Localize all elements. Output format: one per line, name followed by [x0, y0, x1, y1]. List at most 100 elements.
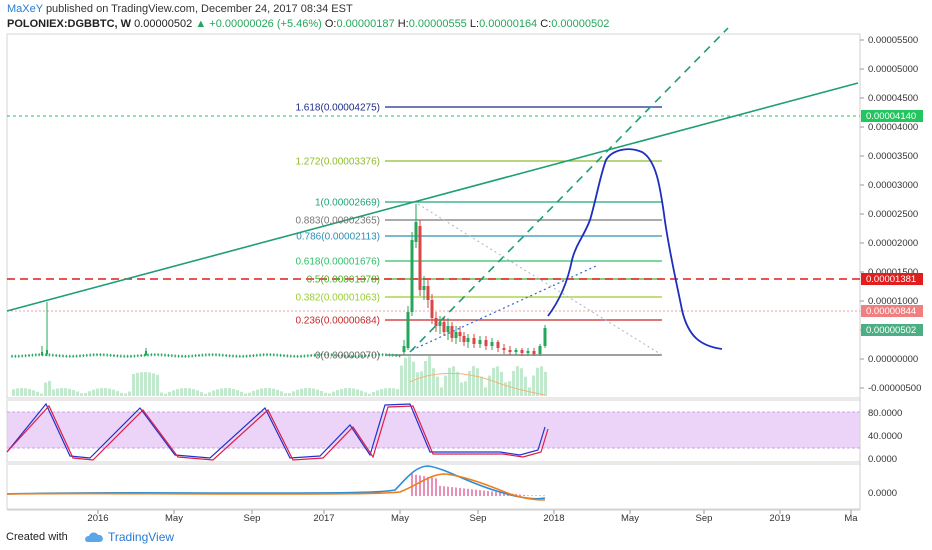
- tradingview-cloud-icon: [85, 532, 103, 542]
- volume-bar: [236, 390, 239, 396]
- volume-bar: [212, 390, 215, 396]
- price-badge: 0.00000844: [861, 305, 923, 317]
- candle-body: [51, 354, 54, 356]
- candle-body: [323, 354, 326, 356]
- volume-bar: [156, 374, 159, 396]
- low-value: 0.00000164: [479, 18, 538, 30]
- candle-body: [381, 354, 384, 356]
- candle-body: [296, 355, 299, 357]
- candle-body: [357, 355, 360, 357]
- price-pane[interactable]: [6, 33, 861, 399]
- candle-body: [361, 355, 364, 357]
- open-label: O:: [324, 18, 337, 30]
- volume-bar: [344, 388, 347, 396]
- price-axis[interactable]: 0.00005500 0.00005000 0.00004500 0.00004000…: [860, 35, 921, 394]
- candle-body: [14, 355, 17, 357]
- macd-pane[interactable]: [6, 463, 861, 510]
- volume-bar: [436, 376, 439, 396]
- stoch-tick-label: 0.0000: [868, 454, 897, 465]
- stoch-k-line: [6, 402, 546, 459]
- volume-bar: [316, 389, 319, 396]
- volume-bar: [304, 388, 307, 396]
- candle-body: [191, 355, 194, 357]
- volume-bar: [328, 393, 331, 396]
- time-axis[interactable]: 2016 May Sep 2017 May Sep 2018 May Sep 2019 Ma: [87, 510, 858, 524]
- volume-bar: [112, 389, 115, 396]
- volume-bar: [356, 389, 359, 396]
- candle-body: [472, 338, 476, 344]
- candle-body: [543, 328, 547, 346]
- candle-body: [354, 355, 357, 357]
- candle-body: [126, 355, 129, 357]
- open-value: 0.00000187: [336, 18, 395, 30]
- candle-body: [177, 355, 180, 357]
- candle-body: [300, 355, 302, 357]
- low-label: L:: [469, 18, 480, 30]
- candle-body: [238, 355, 241, 357]
- candle-body: [174, 355, 177, 357]
- volume-bar: [24, 388, 27, 396]
- volume-bar: [224, 388, 227, 396]
- candle-body: [252, 355, 255, 357]
- candle-body: [490, 342, 494, 346]
- volume-bar: [488, 375, 491, 396]
- volume-bar: [324, 392, 327, 396]
- candle-body: [21, 355, 24, 357]
- volume-bar: [272, 388, 275, 396]
- candle-body: [402, 346, 406, 352]
- candle-body: [351, 355, 353, 357]
- candle-body: [245, 355, 248, 357]
- volume-bar: [244, 393, 247, 396]
- candle-body: [167, 354, 170, 356]
- volume-bar: [296, 389, 299, 396]
- fib-retracement-lines: [385, 106, 662, 356]
- volume-bar: [404, 357, 407, 396]
- time-tick-label: Sep: [244, 513, 261, 524]
- price-tick-label: -0.00000500: [868, 383, 921, 394]
- candle-body: [31, 354, 34, 356]
- candle-body: [391, 354, 394, 356]
- fib-level-label: 1.272(0.00003376): [295, 157, 380, 168]
- time-tick-label: May: [165, 513, 183, 524]
- volume-bar: [524, 376, 527, 396]
- candle-body: [374, 354, 377, 356]
- volume-bar: [332, 391, 335, 396]
- created-with-text: Created with: [6, 531, 68, 543]
- volume-bar: [136, 372, 139, 396]
- volume-bar: [252, 390, 255, 396]
- volume-bar: [228, 388, 231, 396]
- price-change: +0.00000026 (+5.46%): [209, 18, 322, 30]
- candle-body: [17, 355, 20, 357]
- volume-bar: [504, 382, 507, 396]
- macd-signal-line: [6, 473, 546, 501]
- candle-body: [38, 354, 41, 356]
- volume-bar: [416, 372, 419, 396]
- candle-body: [320, 354, 323, 356]
- candle-body: [198, 354, 200, 356]
- candle-body: [466, 338, 470, 342]
- chart-canvas[interactable]: 1.618(0.00004275) 1.272(0.00003376) 1(0.00…: [0, 0, 932, 526]
- candle-body: [85, 354, 88, 356]
- symbol-label[interactable]: POLONIEX:DGBBTC, W: [7, 18, 132, 30]
- price-badge-label: 0.00004140: [866, 111, 916, 122]
- candle-body: [201, 354, 204, 356]
- candle-body: [89, 354, 92, 356]
- author-name[interactable]: MaXeY: [7, 3, 43, 15]
- candle-body: [538, 346, 542, 354]
- volume-bar: [168, 391, 171, 396]
- candle-body: [276, 354, 279, 356]
- macd-axis: 0.0000: [868, 488, 897, 499]
- time-tick-label: 2017: [313, 513, 334, 524]
- fib-level-label: 0(0.00000070): [315, 351, 380, 362]
- candle-body: [143, 354, 146, 356]
- tradingview-brand[interactable]: TradingView: [108, 530, 175, 544]
- time-tick-label: May: [621, 513, 639, 524]
- candle-body: [344, 355, 347, 357]
- dotted-blue-trendline: [411, 265, 597, 351]
- candle-body: [446, 326, 450, 332]
- candle-body: [454, 332, 458, 338]
- volume-bar: [360, 390, 363, 396]
- volume-bar: [36, 391, 39, 396]
- candle-body: [303, 355, 306, 357]
- price-tick-label: 0.00003000: [868, 180, 918, 191]
